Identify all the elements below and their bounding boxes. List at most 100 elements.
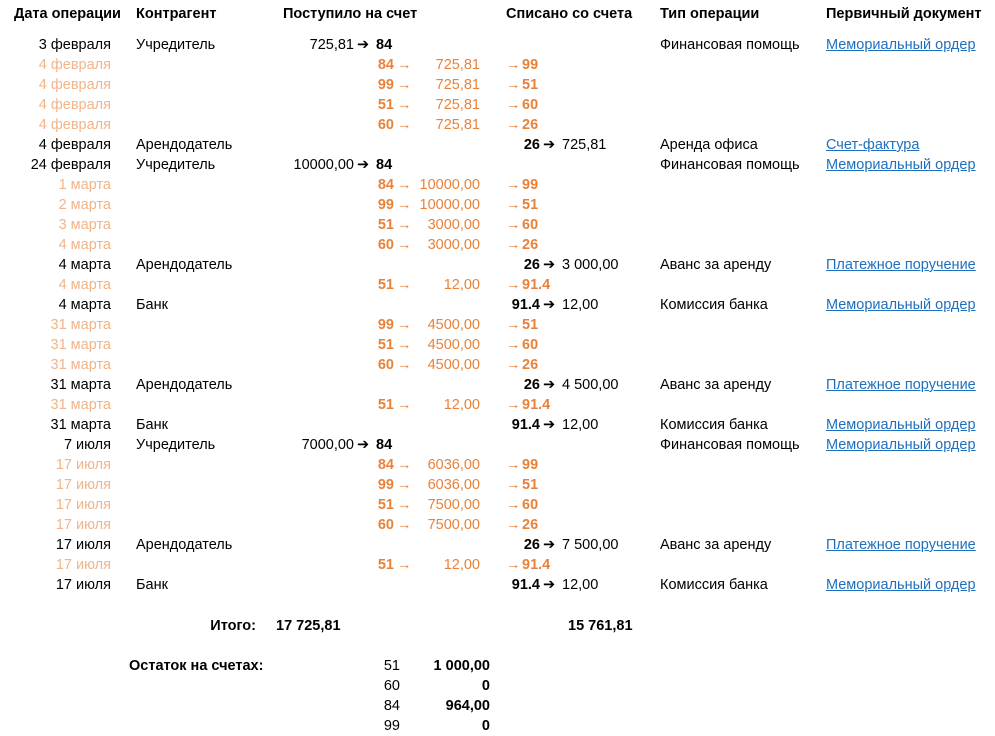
row-counterparty: Арендодатель (136, 377, 233, 393)
row-date: 17 июля (55, 577, 111, 593)
totals-debit: 15 761,81 (568, 618, 633, 634)
row-operation-type: Комиссия банка (660, 577, 768, 593)
row-transfer-amount: 725,81 (435, 77, 480, 93)
row-debit-amount: 12,00 (562, 417, 599, 433)
row-debit-account: 26 (523, 137, 540, 153)
row-transfer-amount: 725,81 (435, 97, 480, 113)
row-transfer-amount: 12,00 (443, 397, 480, 413)
header-credit: Поступило на счет (283, 6, 418, 22)
row-debit-arrow-icon: ➔ (543, 577, 556, 593)
row-from-account: 51 (377, 97, 394, 113)
row-date: 31 марта (50, 317, 111, 333)
row-date: 4 февраля (38, 117, 111, 133)
row-to-arrow-icon: → (506, 517, 521, 533)
row-document-link[interactable]: Мемориальный ордер (826, 297, 976, 313)
row-date: 4 марта (58, 277, 111, 293)
row-from-arrow-icon: → (397, 397, 412, 413)
row-debit-account: 26 (523, 377, 540, 393)
row-to-account: 91.4 (522, 397, 551, 413)
row-debit-amount: 12,00 (562, 297, 599, 313)
row-debit-amount: 725,81 (562, 137, 607, 153)
row-transfer-amount: 12,00 (443, 557, 480, 573)
row-date: 17 июля (55, 497, 111, 513)
row-date: 4 марта (58, 297, 111, 313)
row-credit-arrow-icon: ➔ (357, 437, 370, 453)
row-transfer-amount: 6036,00 (427, 457, 480, 473)
row-to-arrow-icon: → (506, 57, 521, 73)
row-to-account: 51 (522, 477, 539, 493)
row-to-arrow-icon: → (506, 477, 521, 493)
header-type: Тип операции (660, 6, 760, 22)
row-counterparty: Банк (136, 417, 168, 433)
row-from-account: 84 (377, 57, 394, 73)
row-transfer-amount: 4500,00 (427, 317, 480, 333)
balance-value: 1 000,00 (433, 658, 490, 674)
row-transfer-amount: 7500,00 (427, 497, 480, 513)
row-from-account: 51 (377, 557, 394, 573)
row-operation-type: Аванс за аренду (660, 257, 772, 273)
row-document-link[interactable]: Счет-фактура (826, 137, 920, 153)
row-document-link[interactable]: Мемориальный ордер (826, 577, 976, 593)
row-operation-type: Финансовая помощь (660, 157, 800, 173)
row-date: 3 февраля (38, 37, 111, 53)
row-document-link[interactable]: Мемориальный ордер (826, 37, 976, 53)
row-to-account: 60 (522, 97, 539, 113)
row-document-link[interactable]: Платежное поручение (826, 257, 976, 273)
row-operation-type: Финансовая помощь (660, 437, 800, 453)
balance-value: 0 (481, 718, 490, 734)
row-date: 4 февраля (38, 137, 111, 153)
row-from-arrow-icon: → (397, 477, 412, 493)
row-transfer-amount: 10000,00 (419, 197, 480, 213)
row-from-arrow-icon: → (397, 217, 412, 233)
row-from-arrow-icon: → (397, 357, 412, 373)
row-counterparty: Учредитель (136, 437, 216, 453)
row-from-account: 99 (377, 317, 394, 333)
row-credit-arrow-icon: ➔ (357, 37, 370, 53)
row-to-arrow-icon: → (506, 277, 521, 293)
row-credit-amount: 10000,00 (293, 157, 354, 173)
row-credit-amount: 725,81 (309, 37, 354, 53)
row-date: 17 июля (55, 537, 111, 553)
header-debit: Списано со счета (506, 6, 633, 22)
row-from-arrow-icon: → (397, 117, 412, 133)
row-to-account: 51 (522, 77, 539, 93)
row-debit-amount: 4 500,00 (562, 377, 619, 393)
row-to-account: 60 (522, 217, 539, 233)
row-from-account: 51 (377, 277, 394, 293)
row-to-account: 91.4 (522, 557, 551, 573)
row-to-account: 60 (522, 337, 539, 353)
row-debit-arrow-icon: ➔ (543, 417, 556, 433)
row-operation-type: Аванс за аренду (660, 377, 772, 393)
balance-value: 0 (481, 678, 490, 694)
row-from-account: 84 (377, 177, 394, 193)
row-from-account: 51 (377, 497, 394, 513)
row-document-link[interactable]: Мемориальный ордер (826, 417, 976, 433)
row-document-link[interactable]: Мемориальный ордер (826, 437, 976, 453)
row-document-link[interactable]: Платежное поручение (826, 377, 976, 393)
row-operation-type: Комиссия банка (660, 417, 768, 433)
row-from-account: 60 (377, 117, 394, 133)
row-document-link[interactable]: Мемориальный ордер (826, 157, 976, 173)
row-debit-arrow-icon: ➔ (543, 537, 556, 553)
row-debit-account: 91.4 (511, 577, 540, 593)
row-from-account: 60 (377, 517, 394, 533)
row-date: 31 марта (50, 357, 111, 373)
row-debit-arrow-icon: ➔ (543, 377, 556, 393)
row-counterparty: Банк (136, 297, 168, 313)
row-counterparty: Банк (136, 577, 168, 593)
row-from-arrow-icon: → (397, 457, 412, 473)
row-date: 31 марта (50, 337, 111, 353)
row-date: 2 марта (58, 197, 111, 213)
row-document-link[interactable]: Платежное поручение (826, 537, 976, 553)
row-from-arrow-icon: → (397, 337, 412, 353)
row-date: 17 июля (55, 477, 111, 493)
row-transfer-amount: 4500,00 (427, 337, 480, 353)
row-debit-account: 26 (523, 257, 540, 273)
row-date: 31 марта (50, 397, 111, 413)
row-to-arrow-icon: → (506, 197, 521, 213)
row-credit-amount: 7000,00 (301, 437, 354, 453)
row-transfer-amount: 12,00 (443, 277, 480, 293)
row-to-account: 51 (522, 317, 539, 333)
row-to-account: 26 (522, 357, 539, 373)
row-debit-amount: 12,00 (562, 577, 599, 593)
